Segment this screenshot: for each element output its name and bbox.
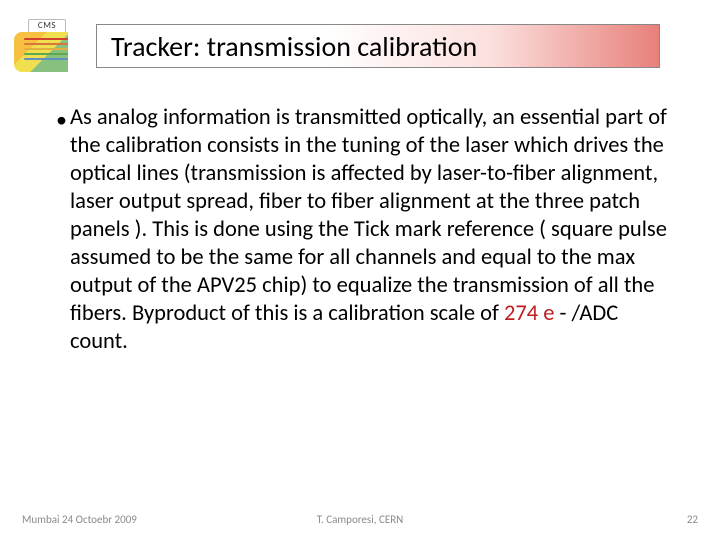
logo-line-1 (24, 43, 68, 45)
cms-logo: CMS (14, 19, 68, 73)
footer: Mumbai 24 Octoebr 2009 T. Camporesi, CER… (22, 513, 698, 526)
body-text-main: As analog information is transmitted opt… (70, 104, 667, 327)
footer-left: Mumbai 24 Octoebr 2009 (22, 513, 137, 526)
logo-line-0 (24, 38, 68, 40)
title-box: Tracker: transmission calibration (96, 24, 660, 68)
footer-center: T. Camporesi, CERN (317, 513, 404, 526)
cms-logo-body (14, 32, 68, 72)
bullet-dot: • (56, 104, 70, 356)
slide-title: Tracker: transmission calibration (111, 29, 477, 64)
bullet-item: • As analog information is transmitted o… (56, 104, 672, 356)
logo-line-4 (24, 58, 68, 60)
slide: CMS Tracker: transmission calibration • … (0, 0, 720, 540)
body-region: • As analog information is transmitted o… (56, 104, 672, 356)
logo-line-2 (24, 48, 68, 50)
footer-right: 22 (687, 513, 698, 526)
cms-logo-tag: CMS (28, 19, 66, 33)
body-text-highlight: 274 e (504, 300, 555, 327)
body-text: As analog information is transmitted opt… (70, 104, 672, 356)
header-row: CMS Tracker: transmission calibration (14, 18, 660, 74)
logo-line-3 (24, 53, 68, 55)
cms-logo-lines (24, 38, 68, 66)
